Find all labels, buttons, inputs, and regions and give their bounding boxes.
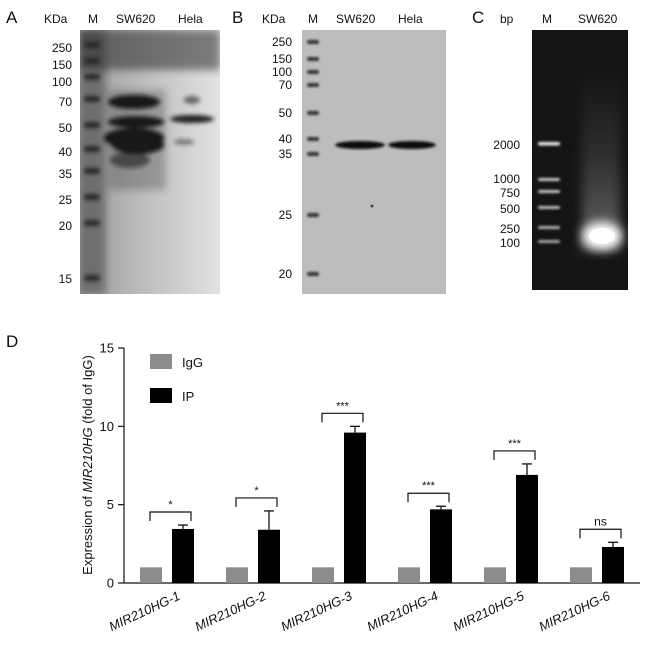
panel-b-unit-label: KDa xyxy=(262,12,286,26)
panel-b-letter: B xyxy=(232,8,244,27)
significance-bracket xyxy=(493,450,536,460)
x-tick-label: MIR210HG-4 xyxy=(365,588,441,634)
panel-a-letter: A xyxy=(6,8,18,27)
panel-b-marker-50: 50 xyxy=(278,106,292,120)
y-tick-label: 0 xyxy=(107,576,114,591)
y-axis-label-prefix: Expression of xyxy=(80,492,95,574)
bar-ip xyxy=(602,546,624,583)
x-tick-label: MIR210HG-2 xyxy=(193,588,269,634)
significance-label: *** xyxy=(422,480,436,492)
panel-c-marker-100: 100 xyxy=(499,236,520,250)
panel-b-marker-40: 40 xyxy=(278,132,292,146)
y-tick-label: 5 xyxy=(107,497,114,512)
panel-c-marker-1000: 1000 xyxy=(493,172,520,186)
y-tick-label: 10 xyxy=(100,419,114,434)
panel-c-unit-label: bp xyxy=(500,12,514,26)
significance-label: * xyxy=(168,499,173,511)
panel-a-marker-70: 70 xyxy=(58,95,72,109)
significance-label: *** xyxy=(508,438,522,450)
bar-igg xyxy=(570,567,592,583)
x-tick-label: MIR210HG-1 xyxy=(107,588,183,634)
panel-c-marker-500: 500 xyxy=(499,202,520,216)
x-tick-label: MIR210HG-3 xyxy=(279,588,355,634)
panel-a-lane-m: M xyxy=(88,12,98,26)
panel-b-marker-250: 250 xyxy=(271,35,292,49)
panel-c-marker-250: 250 xyxy=(499,222,520,236)
panel-a-marker-40: 40 xyxy=(58,145,72,159)
significance-bracket xyxy=(407,492,450,503)
y-axis-label-italic: MIR210HG xyxy=(80,427,95,492)
panel-a-marker-250: 250 xyxy=(51,41,72,55)
bar-ip xyxy=(344,432,366,583)
y-tick-label: 15 xyxy=(100,341,114,356)
panel-a-blot-image xyxy=(80,30,220,294)
significance-bracket xyxy=(321,412,364,423)
panel-a-marker-35: 35 xyxy=(58,167,72,181)
panel-a-marker-25: 25 xyxy=(58,193,72,207)
panel-c-lane-sw620: SW620 xyxy=(578,12,618,26)
panel-c-marker-750: 750 xyxy=(499,186,520,200)
y-axis-label-suffix: (fold of IgG) xyxy=(80,355,95,427)
panel-b-lane-hela: Hela xyxy=(398,12,423,26)
legend-label-igg: IgG xyxy=(182,355,203,370)
significance-label: *** xyxy=(336,400,350,412)
panel-a-marker-150: 150 xyxy=(51,58,72,72)
panel-b-lane-m: M xyxy=(308,12,318,26)
bar-ip xyxy=(516,474,538,583)
bar-igg xyxy=(398,567,420,583)
panel-a-lane-hela: Hela xyxy=(178,12,203,26)
bar-igg xyxy=(312,567,334,583)
panel-b-marker-35: 35 xyxy=(278,147,292,161)
bar-ip xyxy=(430,509,452,583)
panel-b-marker-150: 150 xyxy=(271,52,292,66)
bar-igg xyxy=(226,567,248,583)
x-tick-label: MIR210HG-6 xyxy=(537,588,613,634)
legend-swatch-ip xyxy=(150,388,172,403)
significance-bracket xyxy=(235,497,278,507)
panel-c-marker-2000: 2000 xyxy=(493,138,520,152)
panel-a-marker-20: 20 xyxy=(58,219,72,233)
panel-b-marker-20: 20 xyxy=(278,267,292,281)
panel-c-gel-image xyxy=(532,30,628,290)
panel-b-marker-70: 70 xyxy=(278,78,292,92)
panel-b-blot-image xyxy=(302,30,446,294)
bar-igg xyxy=(484,567,506,583)
significance-label: ns xyxy=(594,514,607,528)
panel-b-marker-100: 100 xyxy=(271,65,292,79)
panel-a-marker-15: 15 xyxy=(58,272,72,286)
panel-a-marker-100: 100 xyxy=(51,75,72,89)
legend-label-ip: IP xyxy=(182,389,194,404)
x-tick-label: MIR210HG-5 xyxy=(451,588,527,634)
panel-a-marker-50: 50 xyxy=(58,121,72,135)
panel-c-letter: C xyxy=(472,8,485,27)
y-axis-label: Expression of MIR210HG (fold of IgG) xyxy=(80,355,95,575)
panel-a-lane-sw620: SW620 xyxy=(116,12,156,26)
legend-swatch-igg xyxy=(150,354,172,369)
significance-label: * xyxy=(254,485,259,497)
bar-ip xyxy=(172,528,194,583)
panel-b-marker-25: 25 xyxy=(278,208,292,222)
significance-bracket xyxy=(579,528,622,539)
bar-igg xyxy=(140,567,162,583)
panel-a-unit-label: KDa xyxy=(44,12,68,26)
bar-ip xyxy=(258,529,280,583)
panel-c-lane-m: M xyxy=(542,12,552,26)
panel-b-lane-sw620: SW620 xyxy=(336,12,376,26)
bar-chart: 0 5 10 15 * MIR210HG-1 * MIR210HG-2 *** MIR210HG… xyxy=(80,341,640,634)
significance-bracket xyxy=(149,511,192,522)
panel-d-letter: D xyxy=(6,332,19,351)
